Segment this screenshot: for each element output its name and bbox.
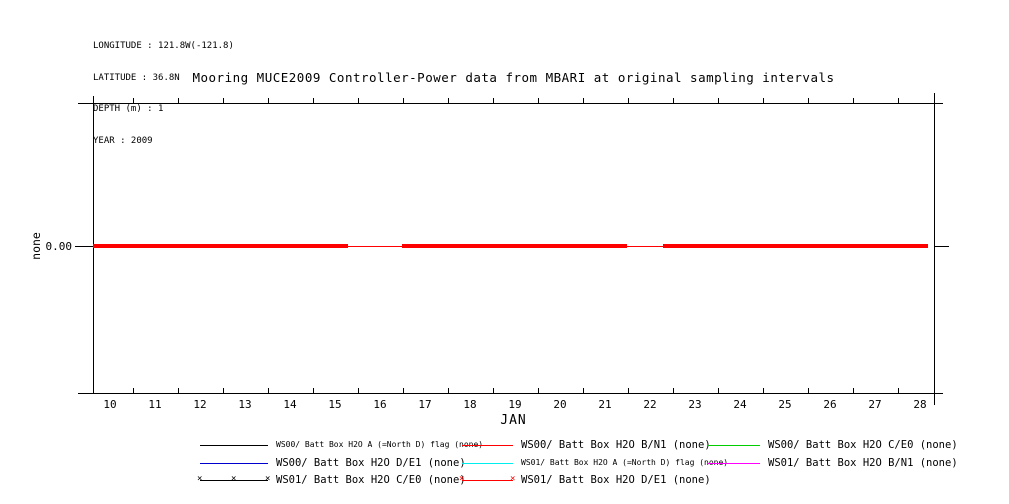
data-line-segment-thin <box>627 246 664 247</box>
x-tick-bottom <box>627 388 629 393</box>
x-tick-label: 23 <box>688 398 702 411</box>
x-tick-label: 21 <box>598 398 612 411</box>
data-line-segment-thick <box>92 244 349 248</box>
x-tick-top <box>537 98 539 103</box>
legend-x-marker: × <box>510 474 516 484</box>
legend-line-swatch <box>462 480 513 481</box>
legend-item-label: WS01/ Batt Box H2O D/E1 (none) <box>521 474 711 486</box>
x-tick-label: 24 <box>733 398 747 411</box>
left-zero-tick <box>75 246 93 247</box>
x-tick-top <box>492 98 494 103</box>
x-tick-top <box>357 98 359 103</box>
x-tick-top <box>222 98 224 103</box>
x-tick-top <box>627 98 629 103</box>
x-tick-bottom <box>852 388 854 393</box>
metadata-year: YEAR : 2009 <box>93 135 153 146</box>
x-tick-top <box>897 98 899 103</box>
x-tick-bottom <box>582 388 584 393</box>
legend-line-swatch <box>200 445 268 446</box>
x-tick-label: 27 <box>868 398 882 411</box>
x-tick-bottom <box>762 388 764 393</box>
x-tick-bottom <box>312 388 314 393</box>
bottom-axis-line <box>78 393 943 394</box>
x-tick-top <box>672 98 674 103</box>
right-zero-tick <box>934 246 949 247</box>
legend-x-marker: × <box>265 474 271 484</box>
legend-item-label: WS00/ Batt Box H2O A (=North D) flag (no… <box>276 440 484 449</box>
legend-item-label: WS01/ Batt Box H2O A (=North D) flag (no… <box>521 458 729 467</box>
x-axis-label: JAN <box>500 413 527 428</box>
right-axis-line <box>934 93 935 405</box>
x-tick-label: 16 <box>373 398 387 411</box>
x-tick-label: 10 <box>103 398 117 411</box>
x-tick-bottom <box>267 388 269 393</box>
x-tick-top <box>447 98 449 103</box>
legend-line-swatch <box>462 445 513 446</box>
x-tick-bottom <box>132 388 134 393</box>
x-tick-label: 14 <box>283 398 297 411</box>
x-tick-top <box>582 98 584 103</box>
x-tick-bottom <box>537 388 539 393</box>
chart-title: Mooring MUCE2009 Controller-Power data f… <box>192 70 835 85</box>
x-tick-bottom <box>177 388 179 393</box>
x-tick-bottom <box>492 388 494 393</box>
x-tick-label: 25 <box>778 398 792 411</box>
legend-line-swatch <box>462 463 513 464</box>
x-tick-label: 19 <box>508 398 522 411</box>
metadata-block: LONGITUDE : 121.8W(-121.8) LATITUDE : 36… <box>93 20 234 167</box>
x-tick-top <box>132 98 134 103</box>
legend-item-label: WS00/ Batt Box H2O C/E0 (none) <box>768 439 958 451</box>
legend-item-label: WS01/ Batt Box H2O C/E0 (none) <box>276 474 466 486</box>
data-line-segment-thick <box>402 244 628 248</box>
x-tick-top <box>312 98 314 103</box>
x-tick-bottom <box>222 388 224 393</box>
x-tick-label: 17 <box>418 398 432 411</box>
x-tick-label: 15 <box>328 398 342 411</box>
x-tick-bottom <box>807 388 809 393</box>
x-tick-label: 26 <box>823 398 837 411</box>
data-line-segment-thin <box>348 246 403 247</box>
y-tick-label: 0.00 <box>45 240 73 253</box>
x-tick-top <box>807 98 809 103</box>
x-tick-label: 18 <box>463 398 477 411</box>
x-tick-top <box>267 98 269 103</box>
x-tick-top <box>852 98 854 103</box>
x-tick-label: 13 <box>238 398 252 411</box>
x-tick-top <box>717 98 719 103</box>
metadata-latitude: LATITUDE : 36.8N <box>93 72 180 83</box>
metadata-depth: DEPTH (m) : 1 <box>93 104 164 114</box>
legend-x-marker: × <box>459 474 465 484</box>
legend-line-swatch <box>200 463 268 464</box>
metadata-longitude: LONGITUDE : 121.8W(-121.8) <box>93 41 234 51</box>
legend-x-marker: × <box>197 474 203 484</box>
x-tick-label: 22 <box>643 398 657 411</box>
x-tick-bottom <box>357 388 359 393</box>
x-tick-bottom <box>897 388 899 393</box>
legend-item-label: WS01/ Batt Box H2O B/N1 (none) <box>768 457 958 469</box>
x-tick-label: 20 <box>553 398 567 411</box>
x-tick-label: 28 <box>913 398 927 411</box>
x-tick-top <box>402 98 404 103</box>
x-tick-top <box>177 98 179 103</box>
x-tick-label: 11 <box>148 398 162 411</box>
legend-item-label: WS00/ Batt Box H2O D/E1 (none) <box>276 457 466 469</box>
data-line-segment-thick <box>663 244 929 248</box>
legend-item-label: WS00/ Batt Box H2O B/N1 (none) <box>521 439 711 451</box>
legend-line-swatch <box>707 445 760 446</box>
x-tick-bottom <box>447 388 449 393</box>
legend-line-swatch <box>200 480 268 481</box>
legend-line-swatch <box>707 463 760 464</box>
x-tick-top <box>762 98 764 103</box>
x-tick-label: 12 <box>193 398 207 411</box>
top-axis-line <box>78 103 943 104</box>
x-tick-bottom <box>717 388 719 393</box>
x-tick-bottom <box>402 388 404 393</box>
x-tick-bottom <box>672 388 674 393</box>
legend-x-marker: × <box>231 474 237 484</box>
